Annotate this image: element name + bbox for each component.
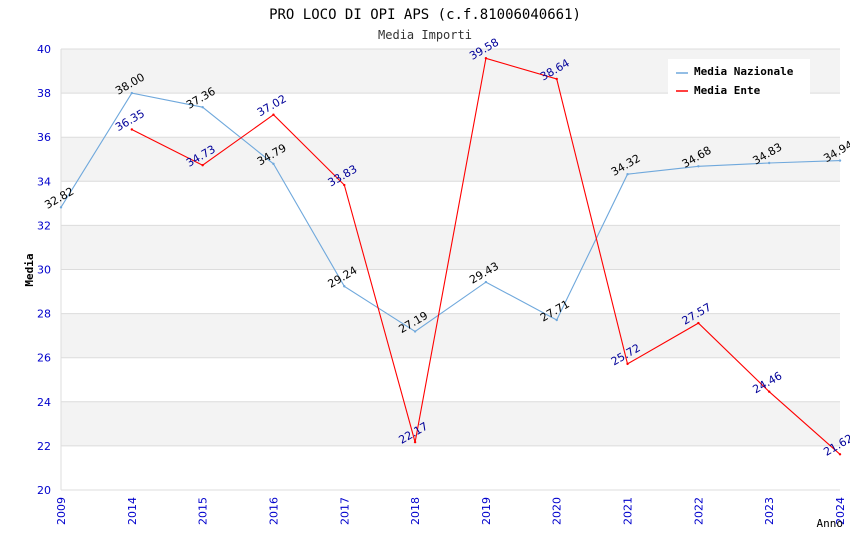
x-tick-label: 2021 [622, 497, 635, 525]
legend-label-media-nazionale: Media Nazionale [694, 65, 794, 78]
y-tick-label: 28 [37, 308, 51, 321]
background-band [61, 93, 840, 138]
y-axis-label: Media [23, 253, 36, 286]
chart-title: PRO LOCO DI OPI APS (c.f.81006040661) [269, 7, 581, 23]
data-point-media-ente [413, 440, 417, 444]
x-tick-label: 2024 [834, 497, 847, 525]
data-point-media-nazionale [59, 206, 63, 209]
data-point-media-ente [343, 183, 346, 187]
data-point-media-nazionale [272, 162, 275, 166]
x-tick-label: 2023 [763, 497, 776, 525]
data-point-media-ente [626, 362, 629, 366]
data-point-media-ente [201, 164, 204, 167]
legend-box [668, 59, 810, 100]
chart-subtitle: Media Importi [378, 28, 472, 42]
data-point-media-nazionale [130, 91, 134, 95]
x-tick-label: 2015 [197, 497, 210, 525]
x-tick-label: 2022 [692, 497, 705, 525]
x-axis-label: Anno [817, 517, 844, 530]
y-tick-label: 36 [37, 131, 51, 144]
x-tick-label: 2019 [480, 497, 493, 525]
data-point-media-ente [130, 128, 134, 131]
data-point-media-nazionale [343, 285, 346, 288]
data-point-media-nazionale [413, 330, 417, 333]
x-tick-label: 2009 [55, 497, 68, 525]
background-band [61, 137, 840, 182]
data-point-media-nazionale [555, 318, 558, 322]
data-point-media-nazionale [767, 161, 771, 165]
legend: Media Nazionale Media Ente [668, 59, 810, 100]
y-tick-label: 34 [37, 175, 51, 188]
series-layer [59, 57, 842, 456]
y-tick-label: 38 [37, 87, 51, 100]
x-tick-label: 2017 [338, 497, 351, 525]
data-point-media-nazionale [484, 280, 488, 284]
y-tick-label: 22 [37, 440, 51, 453]
background-band [61, 313, 840, 358]
x-tick-label: 2020 [551, 497, 564, 525]
data-point-media-nazionale [626, 173, 629, 176]
background-band [61, 401, 840, 446]
data-point-media-nazionale [838, 159, 842, 162]
y-tick-label: 32 [37, 219, 51, 232]
y-tick-label: 26 [37, 352, 51, 365]
background-band [61, 445, 840, 490]
data-point-media-ente [484, 57, 488, 60]
y-tick-label: 20 [37, 484, 51, 497]
x-tick-label: 2018 [409, 497, 422, 525]
data-point-media-ente [838, 453, 842, 456]
x-tick-label: 2014 [126, 497, 139, 525]
data-point-media-ente [272, 113, 275, 116]
legend-label-media-ente: Media Ente [694, 84, 761, 97]
data-point-media-ente [555, 77, 558, 81]
data-point-media-nazionale [201, 106, 204, 109]
background-band [61, 357, 840, 402]
data-point-media-nazionale [697, 165, 700, 168]
y-tick-label: 24 [37, 396, 51, 409]
x-tick-label: 2016 [267, 497, 280, 525]
y-tick-label: 30 [37, 264, 51, 277]
series-line-media-nazionale [60, 92, 841, 333]
background-band [61, 181, 840, 226]
data-point-media-ente [767, 390, 771, 393]
data-point-media-ente [697, 321, 700, 325]
y-tick-label: 40 [37, 43, 51, 56]
